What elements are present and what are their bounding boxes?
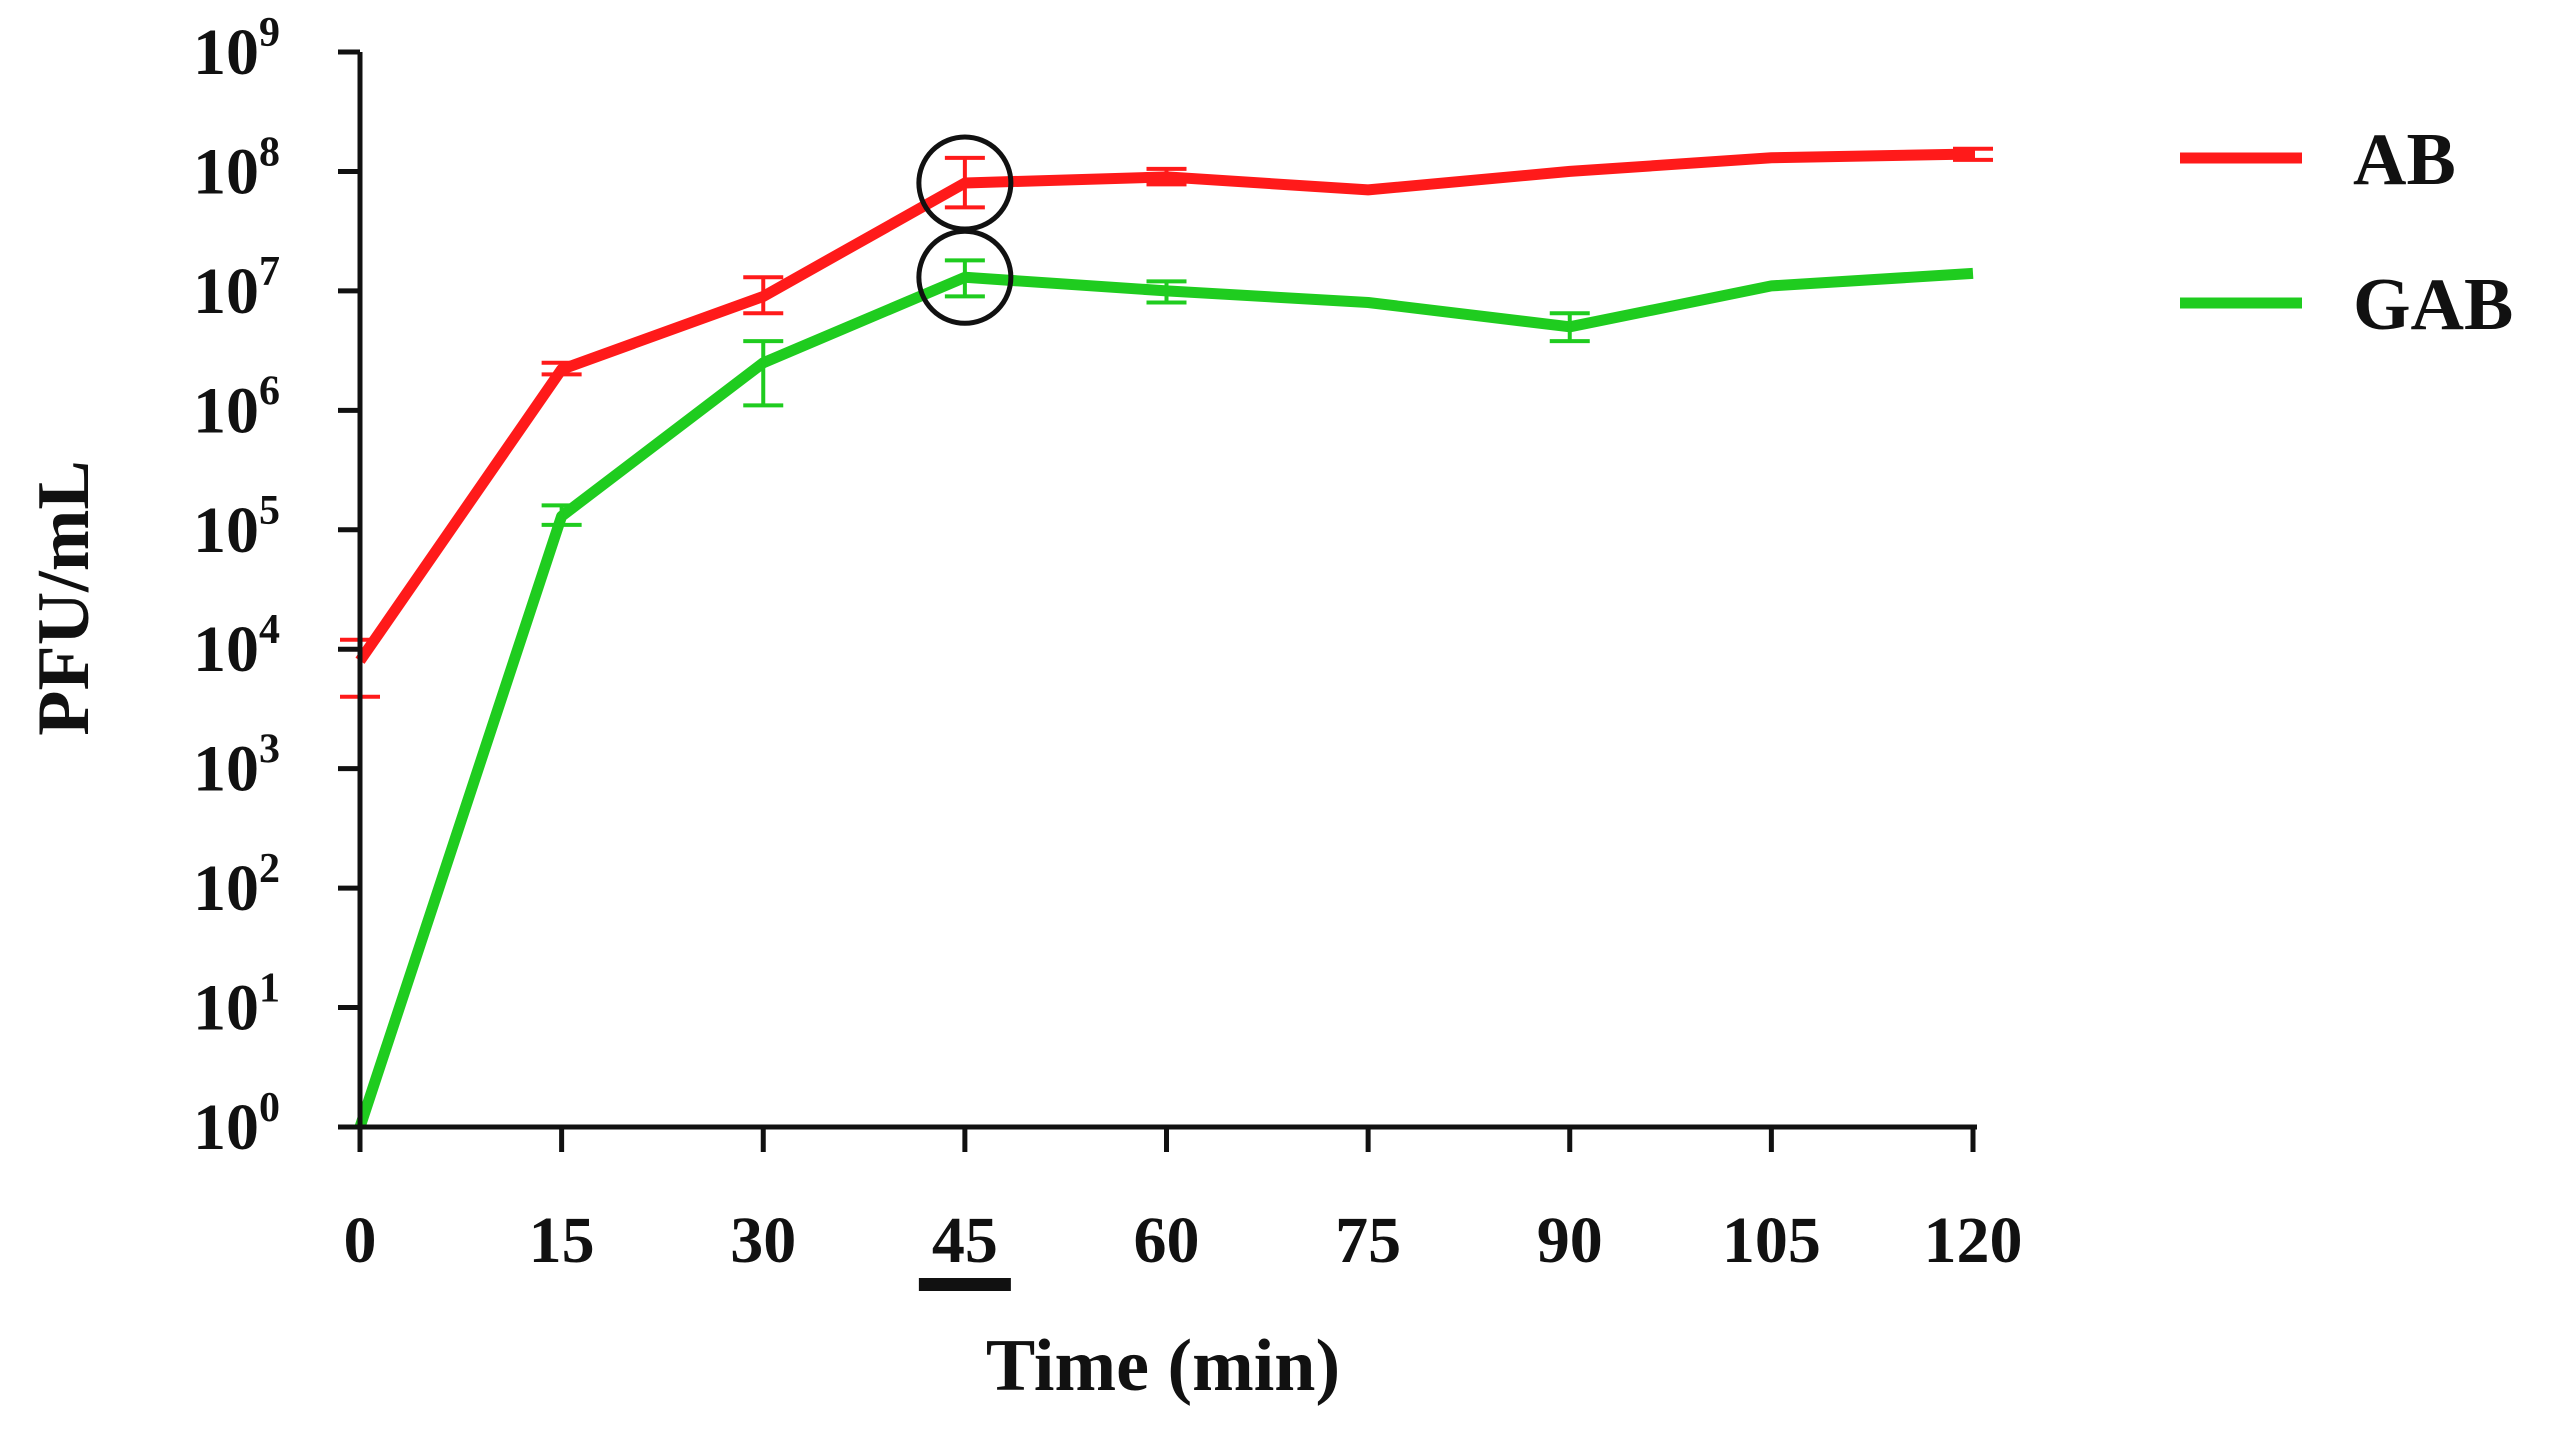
y-tick-label: 101 <box>193 966 280 1045</box>
legend-label: AB <box>2353 119 2456 201</box>
y-tick-exponent: 7 <box>259 249 280 295</box>
legend: AB GAB <box>2180 119 2513 346</box>
y-tick-base: 10 <box>193 374 259 447</box>
x-tick-label: 30 <box>730 1204 796 1277</box>
series-ab <box>340 146 1993 699</box>
y-tick-exponent: 6 <box>259 368 280 414</box>
error-bar <box>944 258 985 299</box>
y-tick-label: 107 <box>193 249 280 328</box>
y-tick-base: 10 <box>193 852 259 925</box>
y-tick-base: 10 <box>193 972 259 1045</box>
series-line-ab <box>355 148 1974 664</box>
y-tick-base: 10 <box>193 1091 259 1164</box>
x-axis-title: Time (min) <box>986 1325 1340 1407</box>
error-bar <box>1146 166 1187 187</box>
axes-layer <box>357 52 1977 1130</box>
error-bar <box>743 339 784 408</box>
y-tick-exponent: 3 <box>259 727 280 773</box>
y-tick-label: 104 <box>193 607 280 686</box>
y-tick-exponent: 5 <box>259 488 280 534</box>
legend-entry-ab: AB <box>2180 119 2456 201</box>
error-bar <box>541 503 582 527</box>
error-bar <box>1953 146 1993 162</box>
y-tick-base: 10 <box>193 494 259 567</box>
error-bar <box>541 360 582 377</box>
series-gab <box>354 258 1974 1129</box>
x-tick-label: 15 <box>529 1204 595 1277</box>
y-tick-exponent: 4 <box>259 607 280 653</box>
y-tick-exponent: 8 <box>259 129 280 175</box>
error-bar <box>1146 279 1187 305</box>
y-tick-exponent: 0 <box>259 1085 280 1131</box>
y-tick-exponent: 9 <box>259 10 280 56</box>
y-tick-base: 10 <box>193 613 259 686</box>
error-bar <box>743 275 784 316</box>
y-tick-label: 109 <box>193 10 280 89</box>
x-tick-label: 0 <box>344 1204 377 1277</box>
y-tick-label: 105 <box>193 488 280 567</box>
y-tick-base: 10 <box>193 16 259 89</box>
highlight-circle-gab <box>916 228 1014 326</box>
legend-label: GAB <box>2353 264 2513 346</box>
y-tick-label: 100 <box>193 1085 280 1164</box>
legend-entry-gab: GAB <box>2180 264 2513 346</box>
y-tick-label: 108 <box>193 129 280 208</box>
y-tick-exponent: 1 <box>259 966 280 1012</box>
x-tick-label: 90 <box>1537 1204 1603 1277</box>
y-tick-exponent: 2 <box>259 846 280 892</box>
x-tick-label: 120 <box>1924 1204 2023 1277</box>
y-tick-label: 103 <box>193 727 280 806</box>
series-line-gab <box>354 267 1974 1129</box>
y-tick-base: 10 <box>193 255 259 328</box>
annotation-layer <box>916 134 1014 1291</box>
y-tick-base: 10 <box>193 733 259 806</box>
y-tick-label: 102 <box>193 846 280 925</box>
y-axis-title: PFU/mL <box>23 460 105 735</box>
x-tick-label: 60 <box>1134 1204 1200 1277</box>
series-layer <box>340 146 1993 1129</box>
x-tick-label: 75 <box>1335 1204 1401 1277</box>
highlight-underline <box>918 1278 1011 1291</box>
error-bar <box>944 155 985 210</box>
x-tick-label: 45 <box>932 1204 998 1277</box>
y-tick-label: 106 <box>193 368 280 447</box>
x-tick-layer: 0 15 30 45 60 75 90 105 120 <box>344 1127 2023 1277</box>
error-bar <box>1549 311 1590 344</box>
x-tick-label: 105 <box>1722 1204 1821 1277</box>
y-tick-base: 10 <box>193 135 259 208</box>
